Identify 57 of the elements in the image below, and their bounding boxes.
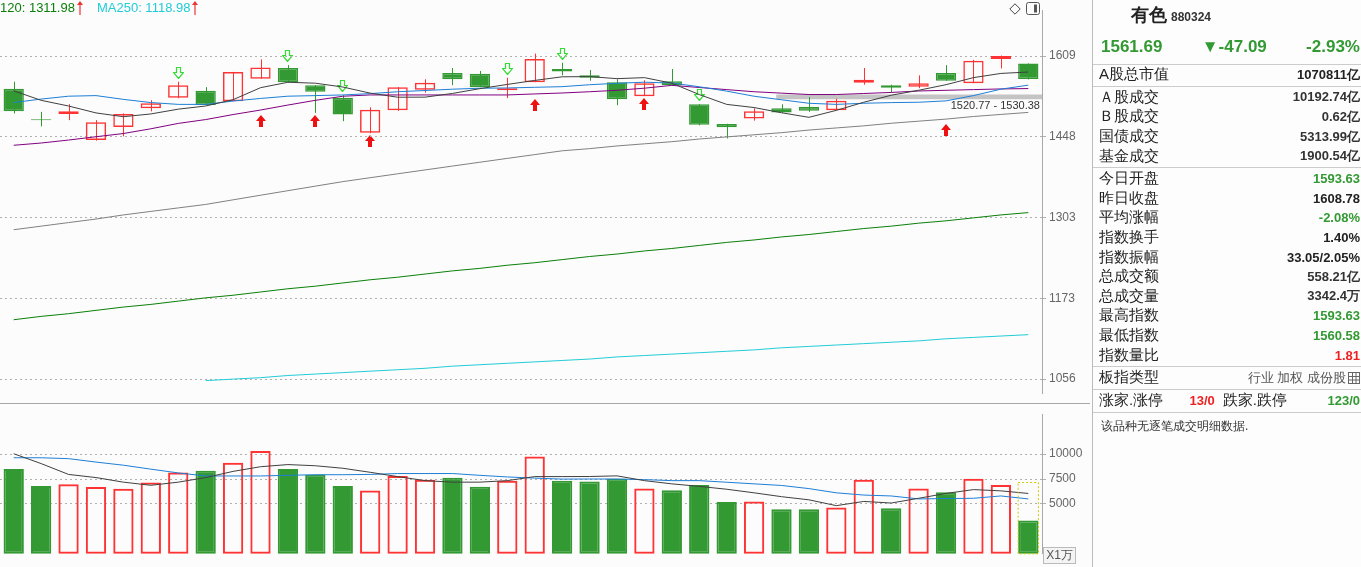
band-label: 1520.77 - 1530.38	[950, 98, 1040, 111]
text: 558.21亿	[1307, 268, 1360, 284]
text: 1593.63	[1313, 308, 1360, 324]
category-label: 板指类型	[1099, 368, 1159, 388]
y-tick-label: 7500	[1049, 471, 1077, 486]
y-tick-label: 1609	[1049, 48, 1077, 63]
category-label: 最低指数	[1099, 326, 1159, 345]
y-tick-label: 1448	[1049, 129, 1077, 144]
bar	[1017, 482, 1039, 555]
y-tick-label: 10000	[1049, 446, 1083, 461]
y-tick-label: 1056	[1049, 371, 1077, 386]
text: 880324	[1171, 10, 1212, 24]
category-label: 平均涨幅	[1099, 208, 1159, 228]
text: 120: 1311.98	[0, 0, 75, 15]
y-tick-label: 1303	[1049, 210, 1077, 225]
category-label: A股总市值	[1099, 65, 1170, 85]
category-label: 昨日收盘	[1099, 188, 1159, 208]
text: 13/0	[1189, 392, 1215, 408]
y-tick-label: 5000	[1049, 496, 1077, 511]
category-label: 最高指数	[1099, 306, 1159, 326]
text: 0.62亿	[1321, 108, 1360, 124]
category-label: Ａ股成交	[1099, 87, 1159, 107]
text: 1900.54亿	[1300, 148, 1360, 164]
text: 3342.4万	[1307, 288, 1360, 304]
text: 10192.74亿	[1292, 89, 1360, 105]
text: 该品种无逐笔成交明细数据.	[1100, 418, 1250, 436]
category-label: 涨家.涨停	[1099, 390, 1164, 410]
text: 有色	[1131, 4, 1167, 27]
text: 1561.69	[1101, 37, 1163, 57]
text: 5313.99亿	[1300, 128, 1360, 144]
text: -2.08%	[1318, 210, 1360, 226]
text: 1560.58	[1313, 328, 1360, 344]
category-label: 指数量比	[1099, 345, 1159, 365]
text: 1.81	[1334, 347, 1360, 363]
category-label: 指数换手	[1099, 228, 1159, 248]
category-label: 国债成交	[1099, 127, 1159, 147]
category-label: 总成交量	[1099, 286, 1159, 306]
candlestick	[3, 81, 24, 114]
text: 1593.63	[1313, 171, 1360, 187]
text: X1万	[1043, 547, 1076, 564]
text: 123/0	[1327, 392, 1360, 408]
text: MA250: 1118.98	[96, 0, 191, 15]
category-label: 基金成交	[1099, 146, 1159, 166]
y-tick-label: 1173	[1049, 290, 1076, 305]
category-label: 跌家.跌停	[1222, 390, 1287, 410]
text: 1608.78	[1313, 190, 1360, 206]
category-label: 今日开盘	[1099, 169, 1159, 189]
category-label: 指数振幅	[1099, 247, 1159, 267]
text: -2.93%	[1306, 37, 1360, 57]
text: 33.05/2.05%	[1286, 249, 1360, 265]
text: ▼-47.09	[1201, 37, 1267, 57]
text: 1070811亿	[1297, 66, 1360, 82]
category-label: 总成交额	[1099, 267, 1159, 287]
text: 1.40%	[1323, 230, 1360, 246]
category-label: Ｂ股成交	[1099, 107, 1159, 127]
candlestick	[332, 94, 353, 122]
text: 行业 加权 成份股	[1247, 369, 1346, 385]
